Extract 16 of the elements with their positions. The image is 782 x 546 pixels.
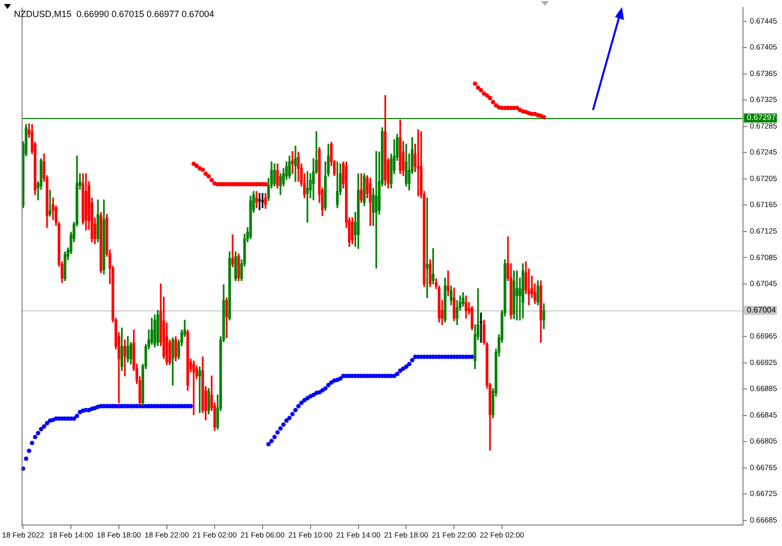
point	[478, 88, 484, 92]
point	[484, 93, 490, 98]
point	[206, 174, 211, 178]
point	[191, 162, 196, 166]
point	[542, 114, 546, 120]
point	[476, 85, 480, 90]
ref-line-label: 0.67004	[746, 306, 776, 315]
ref-line-label: 0.67297	[746, 113, 776, 122]
point	[490, 100, 496, 104]
point	[472, 81, 478, 86]
chart-title: NZDUSD,M15 0.66990 0.67015 0.66977 0.67004	[14, 8, 214, 19]
point	[194, 164, 199, 168]
point	[200, 168, 205, 172]
point	[203, 171, 208, 176]
point	[209, 178, 214, 182]
point	[488, 96, 492, 100]
